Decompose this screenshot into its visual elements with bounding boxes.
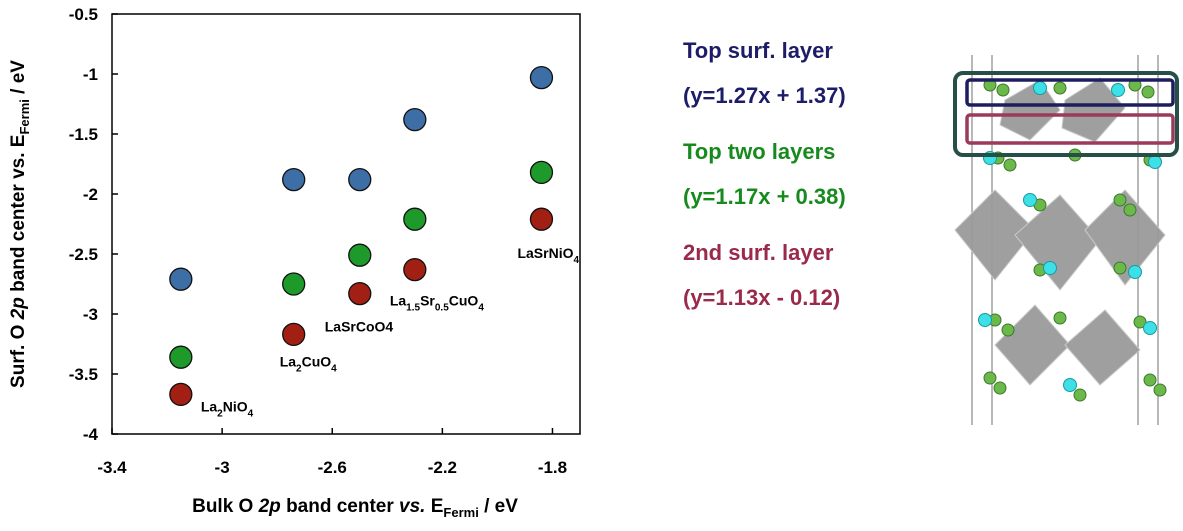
chart: Bulk O 2p band center vs. EFermi / eV Su… [0, 0, 1183, 531]
label-part: CuO [449, 293, 479, 309]
legend-name: Top surf. layer [683, 38, 833, 63]
x-tick-label: -3.4 [97, 458, 127, 477]
point [349, 283, 371, 305]
point-label: La2NiO4 [201, 398, 254, 419]
point-label: LaSrCoO4 [325, 319, 394, 335]
point-label: La1.5Sr0.5CuO4 [390, 293, 485, 314]
label-part: Bulk O [192, 496, 259, 517]
point [170, 383, 192, 405]
legend-fit: (y=1.27x + 1.37) [683, 83, 846, 108]
legend-fit: (y=1.13x - 0.12) [683, 285, 840, 310]
x-tick-label: -3 [215, 458, 230, 477]
label-part: 2p [8, 297, 29, 320]
x-tick-label: -2.6 [318, 458, 347, 477]
point [530, 161, 552, 183]
label-part: 4 [331, 363, 337, 374]
label-part: La [280, 353, 297, 369]
label-part: Fermi [443, 505, 478, 520]
label-part: / eV [479, 496, 518, 517]
y-tick-label: -0.5 [69, 5, 98, 24]
label-part: La [201, 398, 218, 414]
label-part: 1.5 [406, 303, 420, 314]
label-part: Surf. O [8, 319, 29, 388]
y-tick-label: -2.5 [69, 245, 98, 264]
x-axis-label: Bulk O 2p band center vs. EFermi / eV [192, 496, 518, 520]
label-part: NiO [223, 398, 248, 414]
point [530, 208, 552, 230]
label-part: CuO [302, 353, 332, 369]
point [404, 208, 426, 230]
point [349, 244, 371, 266]
label-part: LaSrNiO [517, 245, 573, 261]
legend-fit: (y=1.17x + 0.38) [683, 184, 846, 209]
point [170, 346, 192, 368]
crystal-structure [955, 55, 1177, 425]
point [283, 273, 305, 295]
point [283, 323, 305, 345]
y-tick-label: -1 [83, 65, 98, 84]
label-part: Fermi [17, 99, 32, 134]
label-part: 2p [258, 496, 281, 517]
point-label: LaSrNiO4 [517, 245, 579, 266]
point [404, 109, 426, 131]
point [530, 67, 552, 89]
x-tick-label: -2.2 [428, 458, 457, 477]
label-part: 4 [248, 408, 254, 419]
x-tick-label: -1.8 [538, 458, 567, 477]
y-tick-label: -1.5 [69, 125, 98, 144]
label-part: 0.5 [435, 303, 449, 314]
label-part: vs. [399, 496, 425, 517]
y-tick-label: -3 [83, 305, 98, 324]
label-part: band center [281, 496, 399, 517]
label-part: / eV [8, 60, 29, 99]
label-part: 4 [573, 255, 579, 266]
point [404, 259, 426, 281]
label-part: E [425, 496, 443, 517]
point [170, 268, 192, 290]
y-axis-label: Surf. O 2p band center vs. EFermi / eV [8, 60, 32, 388]
label-part: La [390, 293, 407, 309]
point [283, 169, 305, 191]
label-part: LaSrCoO4 [325, 319, 394, 335]
plot-frame [112, 14, 580, 434]
y-tick-label: -4 [83, 425, 99, 444]
point [349, 169, 371, 191]
label-part: 4 [478, 303, 484, 314]
point-label: La2CuO4 [280, 353, 337, 374]
label-part: band center vs. E [8, 135, 29, 298]
y-tick-label: -3.5 [69, 365, 98, 384]
legend-name: Top two layers [683, 139, 835, 164]
label-part: Sr [420, 293, 435, 309]
y-tick-label: -2 [83, 185, 98, 204]
legend-name: 2nd surf. layer [683, 240, 834, 265]
